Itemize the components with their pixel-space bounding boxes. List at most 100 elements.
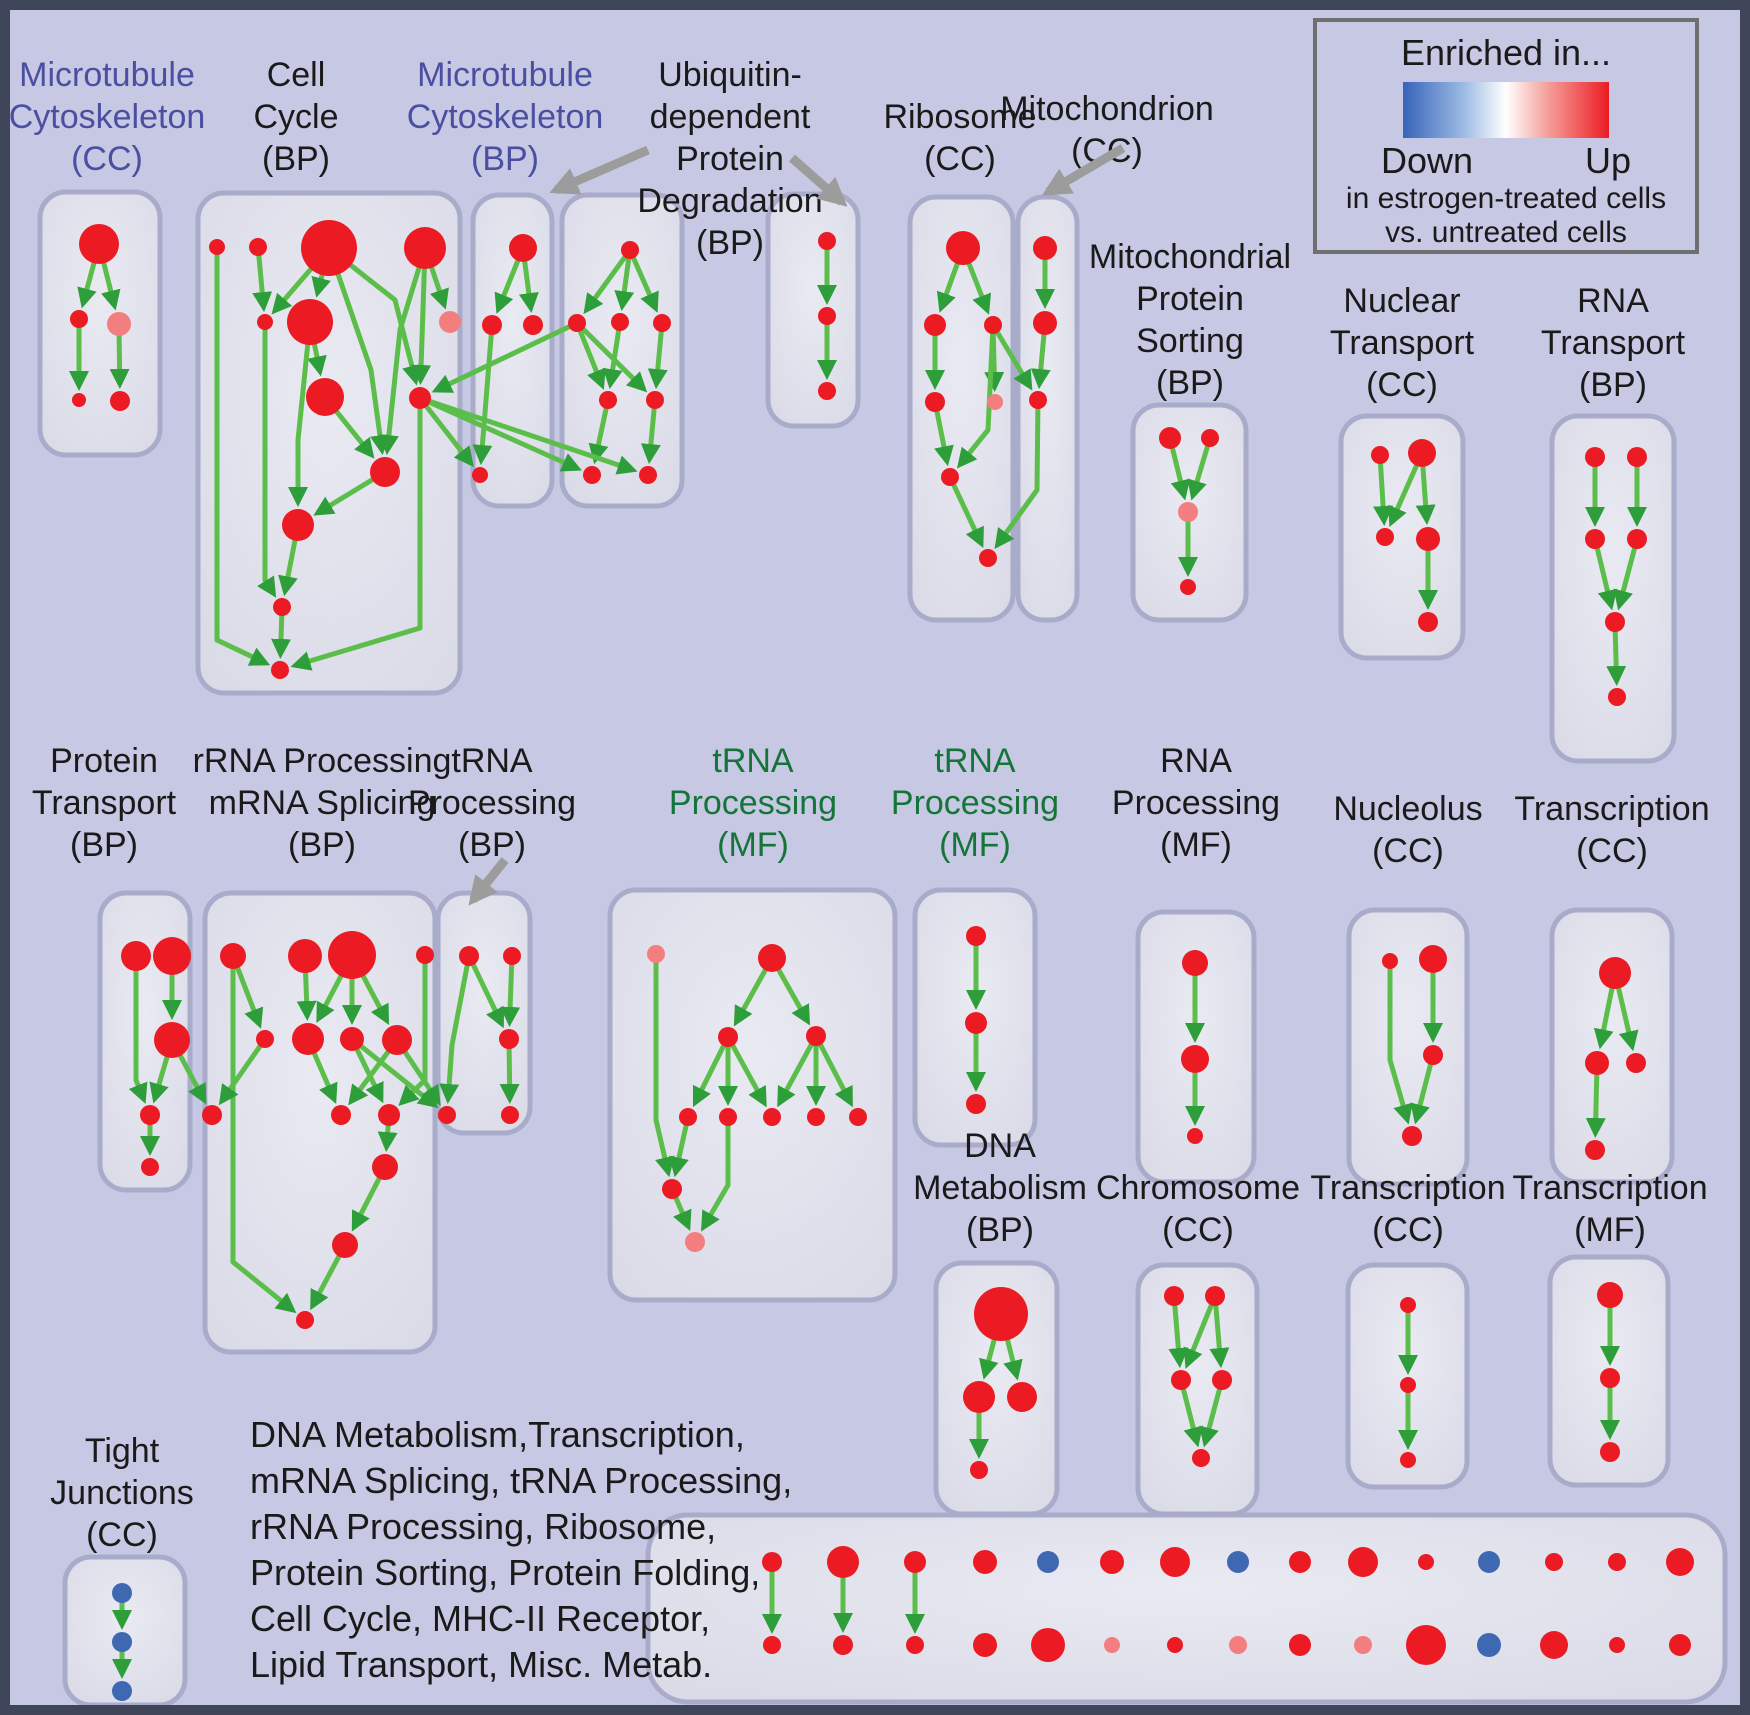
go-term-node-rnat-m1: [1585, 529, 1605, 549]
go-term-node-mtcc-br: [110, 391, 130, 411]
edge-arrow: [348, 1048, 392, 1106]
go-term-node-tcc2-bg: [1599, 957, 1631, 989]
group-label-chrom: Chromosome (CC): [1096, 1169, 1300, 1249]
go-term-node-misc-t13: [1545, 1553, 1563, 1571]
go-term-node-trnamf1-pkb: [685, 1232, 705, 1252]
group-box-nucl: [1346, 907, 1470, 1187]
go-term-node-misc-b8: [1229, 1636, 1247, 1654]
go-term-node-tcc3-c: [1400, 1452, 1416, 1468]
edge-arrow: [149, 1054, 170, 1104]
group-label-mito: Mitochondrion (CC): [1000, 90, 1214, 170]
go-term-node-cc-n8: [370, 457, 400, 487]
edge-arrow: [966, 261, 992, 315]
edge-arrow: [499, 1046, 520, 1104]
go-term-node-trnamf1-b1: [679, 1108, 697, 1126]
edge-arrow: [653, 961, 675, 1178]
edge-arrow: [423, 403, 474, 468]
go-term-node-nucl-m: [1423, 1045, 1443, 1065]
go-term-node-misc-t8: [1227, 1551, 1249, 1573]
go-term-node-trnamf1-m2: [806, 1026, 826, 1046]
group-label-nuc: Nuclear Transport (CC): [1330, 282, 1475, 404]
edge-arrow: [290, 407, 423, 671]
go-term-node-cc-n11: [271, 661, 289, 679]
go-term-node-rib-mr: [984, 316, 1002, 334]
go-term-node-chrom-b: [1192, 1449, 1210, 1467]
go-term-node-trnabp-low1: [438, 1106, 456, 1124]
edge-arrow: [1180, 1387, 1203, 1448]
label-pointer-arrow: [549, 145, 650, 195]
edge-arrow: [1003, 1337, 1023, 1381]
go-term-node-rrna-m0: [256, 1030, 274, 1048]
go-term-node-rrna-bot: [296, 1311, 314, 1329]
go-term-node-mps-t1: [1159, 427, 1181, 449]
go-term-node-rrna-top4: [416, 946, 434, 964]
go-term-node-rrna-big: [332, 1232, 358, 1258]
go-term-node-cc-n10: [273, 598, 291, 616]
go-term-node-misc-t14: [1608, 1553, 1626, 1571]
group-label-tj: Tight Junctions (CC): [50, 1432, 194, 1554]
edge-arrow: [956, 331, 996, 469]
group-label-dnam: DNA Metabolism (BP): [913, 1127, 1087, 1249]
edge-arrow: [311, 1050, 338, 1104]
edge-arrow: [1373, 461, 1394, 526]
go-term-node-rrna-top2: [288, 939, 322, 973]
go-term-node-misc-t4: [973, 1550, 997, 1574]
go-term-node-mito-mid: [1033, 311, 1057, 335]
legend-up-label: Up: [1584, 140, 1631, 181]
go-term-node-trnamf1-b3: [763, 1108, 781, 1126]
edge-arrow: [583, 254, 628, 315]
go-term-node-nuc-m2: [1416, 527, 1440, 551]
edge-arrow: [271, 266, 314, 315]
edge-arrow: [500, 962, 521, 1027]
go-term-node-trnamf1-big: [758, 944, 786, 972]
group-label-cc: Cell Cycle (BP): [253, 56, 338, 178]
edge-arrow: [470, 962, 505, 1029]
go-term-node-rib-lp: [987, 394, 1003, 410]
go-term-node-cc-hub: [409, 387, 431, 409]
go-term-node-chrom-m1: [1171, 1370, 1191, 1390]
edge-arrow: [257, 328, 277, 598]
text-line: Lipid Transport, Misc. Metab.: [250, 1644, 713, 1685]
group-label-rpmf: RNA Processing (MF): [1112, 742, 1280, 864]
go-term-node-cc-pk: [439, 311, 461, 333]
go-term-node-mtcc-mp: [107, 312, 131, 336]
go-term-node-rnat-b: [1608, 688, 1626, 706]
go-term-node-nuc-ts: [1371, 446, 1389, 464]
group-label-mtcc: Microtubule Cytoskeleton (CC): [9, 56, 206, 178]
group-label-tcc3: Transcription (CC): [1310, 1169, 1505, 1249]
edge-arrow: [1613, 546, 1638, 611]
edge-arrow: [347, 262, 422, 386]
edge-arrow: [602, 328, 623, 390]
go-term-node-nucl-bg: [1419, 945, 1447, 973]
text-line: rRNA Processing, Ribosome,: [250, 1506, 717, 1547]
misc-clusters-text-block: DNA Metabolism,Transcription, mRNA Splic…: [250, 1412, 792, 1688]
edge-arrow: [428, 265, 449, 310]
go-term-node-rib-bot: [979, 549, 997, 567]
edge-arrow: [588, 406, 609, 465]
edge-arrow: [77, 260, 97, 309]
go-term-node-misc-t7: [1160, 1547, 1190, 1577]
edge-arrow: [230, 967, 297, 1314]
edge-arrow: [777, 1041, 815, 1108]
go-term-node-tmf-b: [1600, 1368, 1620, 1388]
go-term-node-misc-b2: [833, 1635, 853, 1655]
go-term-node-mito-top: [1033, 236, 1057, 260]
go-term-node-trnamf2-b: [965, 1012, 987, 1034]
edge-arrow: [729, 1042, 767, 1108]
edge-arrow: [431, 323, 572, 393]
go-term-node-mps-b: [1180, 579, 1196, 595]
go-term-node-misc-b6: [1104, 1637, 1120, 1653]
go-term-node-chrom-t1: [1164, 1286, 1184, 1306]
go-term-node-pt-C: [154, 1022, 190, 1058]
go-term-node-tcc2-m1: [1585, 1051, 1609, 1075]
go-term-node-mtcc-ml: [70, 310, 88, 328]
edge-arrow: [1030, 332, 1051, 390]
go-term-node-nucl-s: [1382, 953, 1398, 969]
go-term-node-mps-pk: [1178, 502, 1198, 522]
go-term-node-tcc2-b: [1585, 1140, 1605, 1160]
go-term-node-nucl-b: [1402, 1126, 1422, 1146]
legend-subtitle-2: vs. untreated cells: [1385, 216, 1627, 249]
